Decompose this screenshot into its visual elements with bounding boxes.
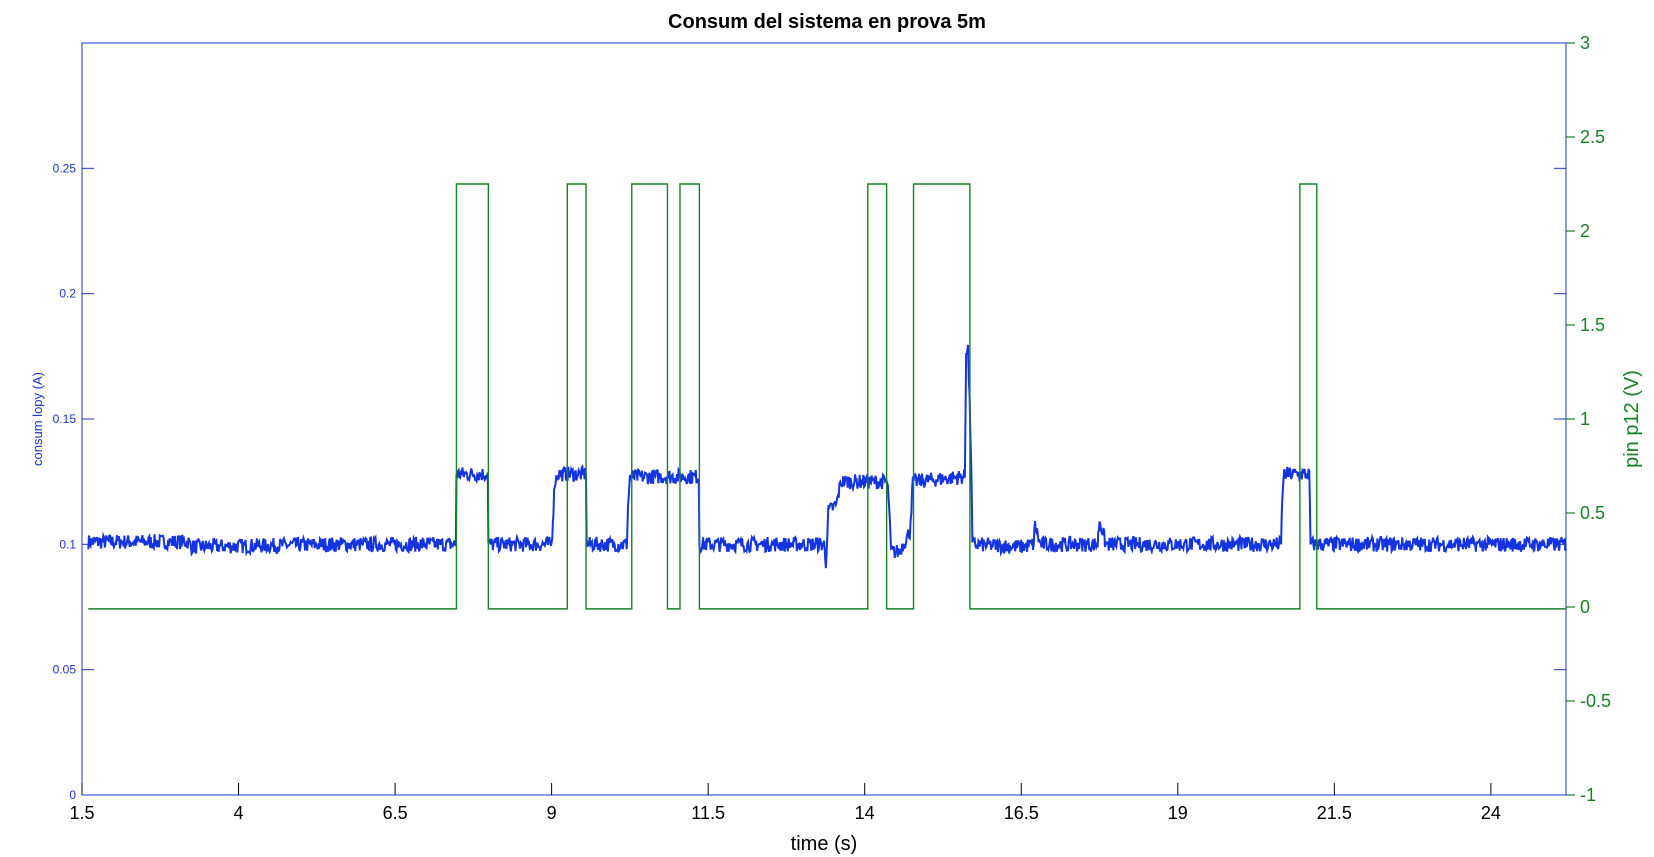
right-y-tick-label: 0.5 [1580, 503, 1605, 523]
right-y-tick-label: 2.5 [1580, 127, 1605, 147]
chart-title: Consum del sistema en prova 5m [668, 11, 986, 33]
left-y-tick-label: 0.1 [59, 537, 76, 551]
right-y-tick-label: 2 [1580, 221, 1590, 241]
x-axis-label: time (s) [791, 833, 858, 855]
left-y-tick-label: 0 [69, 788, 76, 802]
x-tick-label: 9 [547, 803, 557, 823]
right-y-tick-label: 0 [1580, 597, 1590, 617]
x-tick-label: 14 [855, 803, 875, 823]
x-axis-ticks: 1.5 4 6.5 9 11.5 14 16.5 19 21.5 24 [69, 783, 1501, 823]
right-y-tick-label: -1 [1580, 785, 1596, 805]
left-y-axis-label: consum lopy (A) [30, 372, 45, 466]
left-y-tick-label: 0.2 [59, 287, 76, 301]
left-y-tick-label: 0.25 [53, 161, 77, 175]
x-tick-label: 24 [1481, 803, 1501, 823]
x-tick-label: 11.5 [691, 803, 725, 823]
right-y-axis-label: pin p12 (V) [1621, 370, 1643, 468]
x-tick-label: 6.5 [383, 803, 408, 823]
plot-frame [81, 42, 1567, 796]
left-y-tick-label: 0.05 [53, 663, 77, 677]
left-y-tick-label: 0.15 [53, 412, 77, 426]
series-pin-line [88, 183, 1566, 610]
x-tick-label: 1.5 [69, 803, 94, 823]
left-y-axis-ticks: 0 0.05 0.1 0.15 0.2 0.25 [53, 161, 1566, 802]
right-y-tick-label: 1 [1580, 409, 1590, 429]
x-tick-label: 4 [234, 803, 244, 823]
x-tick-label: 19 [1168, 803, 1188, 823]
x-tick-label: 21.5 [1317, 803, 1352, 823]
right-y-tick-label: 1.5 [1580, 315, 1605, 335]
right-y-tick-label: 3 [1580, 33, 1590, 53]
right-y-axis-ticks: -1 -0.5 0 0.5 1 1.5 2 2.5 3 [1566, 33, 1611, 805]
x-tick-label: 16.5 [1004, 803, 1039, 823]
series-consum-line [87, 344, 1567, 569]
right-y-tick-label: -0.5 [1580, 691, 1611, 711]
